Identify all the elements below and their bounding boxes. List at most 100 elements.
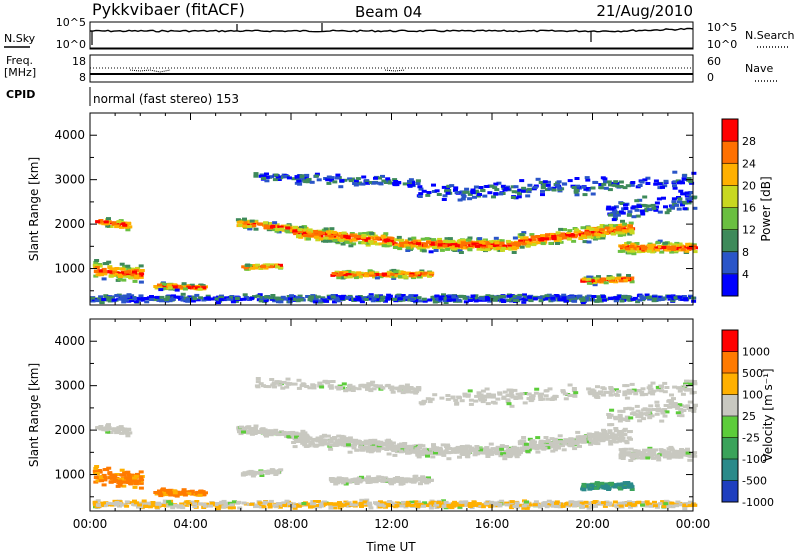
range-gate-cell — [357, 235, 363, 239]
range-gate-cell — [351, 242, 357, 246]
range-gate-cell — [527, 183, 533, 187]
range-gate-cell — [412, 450, 418, 454]
range-gate-cell — [407, 237, 413, 241]
range-gate-cell — [413, 474, 419, 478]
range-gate-cell — [375, 242, 380, 246]
range-gate-cell — [386, 236, 392, 240]
range-gate-cell — [418, 299, 424, 303]
range-gate-cell — [262, 296, 268, 300]
range-gate-cell — [471, 500, 477, 504]
range-gate-cell — [671, 200, 677, 204]
range-gate-cell — [192, 505, 198, 508]
range-gate-cell — [398, 480, 403, 483]
range-gate-cell — [621, 451, 627, 455]
range-gate-cell — [359, 498, 365, 502]
range-gate-cell — [277, 505, 283, 509]
range-gate-cell — [674, 203, 680, 207]
range-gate-cell — [413, 299, 419, 302]
range-gate-cell — [546, 180, 551, 184]
range-gate-cell — [467, 502, 473, 505]
range-gate-cell — [659, 250, 665, 254]
range-gate-cell — [157, 286, 163, 290]
range-gate-cell — [579, 296, 585, 300]
range-gate-cell — [92, 263, 98, 267]
range-gate-cell — [600, 435, 606, 439]
range-gate-cell — [242, 224, 248, 228]
range-gate-cell — [323, 502, 329, 506]
range-gate-cell — [114, 225, 120, 229]
range-gate-cell — [497, 504, 503, 508]
range-gate-cell — [386, 179, 392, 183]
range-gate-cell — [691, 452, 697, 456]
range-gate-cell — [645, 176, 651, 180]
range-gate-cell — [473, 299, 479, 303]
range-gate-cell — [405, 244, 411, 248]
range-gate-cell — [92, 500, 98, 504]
range-gate-cell — [674, 504, 680, 508]
range-gate-cell — [519, 245, 525, 249]
range-gate-cell — [315, 438, 321, 442]
range-gate-cell — [515, 299, 521, 303]
range-gate-cell — [238, 223, 244, 227]
range-gate-cell — [128, 482, 134, 486]
range-gate-cell — [102, 270, 108, 274]
range-gate-cell — [685, 447, 690, 451]
range-gate-cell — [130, 479, 136, 483]
range-gate-cell — [384, 239, 390, 243]
range-gate-cell — [358, 445, 363, 449]
range-gate-cell — [344, 502, 350, 506]
range-gate-cell — [449, 245, 455, 249]
range-gate-cell — [596, 236, 602, 240]
range-gate-cell — [596, 501, 602, 505]
range-gate-cell — [332, 180, 338, 184]
range-gate-cell — [414, 478, 419, 481]
range-gate-cell — [332, 444, 338, 447]
range-gate-cell — [620, 436, 626, 440]
range-gate-cell — [516, 452, 522, 456]
range-gate-cell — [644, 207, 650, 211]
range-gate-cell — [467, 505, 473, 508]
range-gate-cell — [595, 295, 601, 299]
range-gate-cell — [500, 248, 505, 252]
range-gate-cell — [303, 234, 309, 237]
range-gate-cell — [178, 491, 184, 495]
range-gate-cell — [407, 179, 412, 183]
range-gate-cell — [227, 506, 233, 510]
range-gate-cell — [651, 206, 657, 210]
range-gate-cell — [137, 503, 143, 507]
range-gate-cell — [502, 188, 508, 192]
range-gate-cell — [473, 189, 479, 193]
range-gate-cell — [309, 440, 315, 444]
range-gate-cell — [682, 207, 688, 211]
range-gate-cell — [647, 244, 653, 248]
range-gate-cell — [332, 502, 338, 506]
range-gate-cell — [111, 298, 117, 302]
range-gate-cell — [125, 434, 131, 438]
range-gate-cell — [497, 239, 502, 243]
range-gate-cell — [138, 275, 144, 279]
range-gate-cell — [571, 504, 577, 508]
range-gate-cell — [685, 451, 691, 455]
range-gate-cell — [686, 177, 692, 180]
range-gate-cell — [306, 177, 312, 181]
range-gate-cell — [625, 184, 631, 188]
range-gate-cell — [473, 449, 479, 453]
colorbar-segment — [722, 229, 738, 253]
range-gate-cell — [634, 208, 640, 212]
range-gate-cell — [538, 505, 543, 509]
range-gate-cell — [616, 431, 622, 435]
range-gate-cell — [474, 445, 480, 448]
range-gate-cell — [661, 505, 667, 508]
range-gate-cell — [416, 239, 422, 243]
range-gate-cell — [545, 233, 550, 237]
range-gate-cell — [138, 470, 144, 474]
range-gate-cell — [184, 503, 190, 507]
range-gate-cell — [654, 205, 659, 209]
range-gate-cell — [554, 501, 559, 505]
range-gate-cell — [603, 186, 609, 190]
range-gate-cell — [129, 501, 135, 505]
range-gate-cell — [383, 299, 388, 303]
range-gate-cell — [667, 247, 673, 251]
range-gate-cell — [460, 453, 466, 456]
range-gate-cell — [273, 428, 279, 432]
